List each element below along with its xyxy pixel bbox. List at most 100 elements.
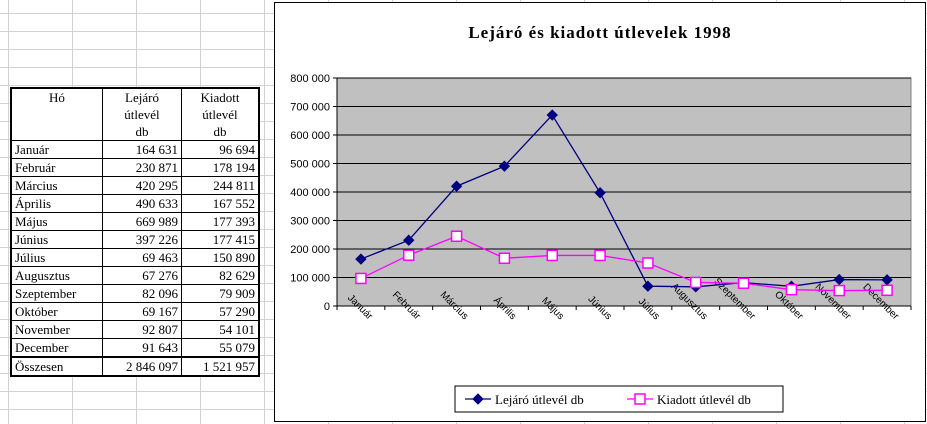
lejaro-point — [594, 187, 606, 199]
table-body: Január 164 631 96 694 Február 230 871 178 194… — [11, 140, 259, 357]
table-row: December 91 643 55 079 — [11, 338, 259, 357]
table-row: Június 397 226 177 415 — [11, 230, 259, 249]
kiadott-cell[interactable]: 150 890 — [181, 248, 259, 267]
kiadott-point — [403, 249, 415, 261]
kiadott-point — [737, 277, 750, 289]
lejaro-cell[interactable]: 91 643 — [102, 338, 182, 357]
month-cell[interactable]: Július — [11, 248, 103, 267]
kiadott-cell[interactable]: 177 415 — [181, 230, 259, 249]
y-tick-label: 400 000 — [290, 187, 330, 199]
legend-box — [454, 385, 784, 413]
table-row: Március 420 295 244 811 — [11, 176, 259, 195]
lejaro-cell[interactable]: 164 631 — [102, 140, 182, 159]
kiadott-point — [355, 272, 367, 285]
month-cell[interactable]: Október — [11, 302, 103, 321]
kiadott-cell[interactable]: 244 811 — [181, 176, 259, 195]
y-tick-label: 200 000 — [290, 244, 330, 256]
lejaro-cell[interactable]: 669 989 — [102, 212, 182, 231]
table-row: Január 164 631 96 694 — [11, 140, 259, 159]
chart-title: Lejáró és kiadott útlevelek 1998 — [468, 23, 731, 42]
kiadott-cell[interactable]: 54 101 — [181, 320, 259, 339]
lejaro-point — [355, 253, 367, 265]
header-kiadott-line2: útlevél — [202, 107, 238, 122]
month-cell[interactable]: December — [11, 338, 103, 357]
month-cell[interactable]: Június — [11, 230, 103, 249]
total-label[interactable]: Összesen — [11, 356, 103, 376]
y-tick-label: 700 000 — [290, 102, 330, 114]
table-row: Május 669 989 177 393 — [11, 212, 259, 231]
month-cell[interactable]: Február — [11, 158, 103, 177]
y-tick-label: 100 000 — [290, 273, 330, 285]
lejaro-cell[interactable]: 82 096 — [102, 284, 182, 303]
total-row: Összesen 2 846 097 1 521 957 — [11, 356, 259, 376]
header-lejaro-line2: útlevél — [124, 107, 160, 122]
kiadott-cell[interactable]: 57 290 — [181, 302, 259, 321]
lejaro-point — [450, 180, 463, 192]
table-row: Április 490 633 167 552 — [11, 194, 259, 213]
table-row: Augusztus 67 276 82 629 — [11, 266, 259, 285]
lejaro-point — [642, 280, 654, 292]
kiadott-cell[interactable]: 55 079 — [181, 338, 259, 357]
table-row: Július 69 463 150 890 — [11, 248, 259, 267]
table-row: Február 230 871 178 194 — [11, 158, 259, 177]
header-kiadott-line3: db — [213, 124, 227, 139]
lejaro-point — [498, 160, 511, 172]
y-tick-label: 500 000 — [290, 159, 330, 171]
total-lejaro[interactable]: 2 846 097 — [102, 356, 182, 376]
passport-data-table: Hó Lejáró útlevél db Kiadott útlevél db … — [10, 87, 260, 377]
lejaro-point — [403, 234, 415, 246]
header-lejaro-line3: db — [135, 124, 149, 139]
kiadott-cell[interactable]: 177 393 — [181, 212, 259, 231]
lejaro-cell[interactable]: 69 463 — [102, 248, 182, 267]
table-row: Szeptember 82 096 79 909 — [11, 284, 259, 303]
kiadott-point — [833, 284, 845, 297]
kiadott-point — [690, 276, 702, 289]
header-month[interactable]: Hó — [11, 88, 103, 141]
lejaro-cell[interactable]: 92 807 — [102, 320, 182, 339]
lejaro-cell[interactable]: 420 295 — [102, 176, 182, 195]
month-cell[interactable]: Január — [11, 140, 103, 159]
kiadott-point — [594, 249, 606, 262]
month-cell[interactable]: Április — [11, 194, 103, 213]
line-chart: Lejáró és kiadott útlevelek 1998 0 100 000… — [290, 23, 912, 413]
kiadott-series-line — [360, 235, 888, 292]
kiadott-cell[interactable]: 178 194 — [181, 158, 259, 177]
kiadott-point — [498, 252, 511, 264]
legend-label: Kiadott útlevél db — [657, 392, 751, 407]
chart-area[interactable]: Lejáró és kiadott útlevelek 1998 0 100 000… — [274, 2, 926, 422]
month-cell[interactable]: November — [11, 320, 103, 339]
legend-label: Lejáró útlevél db — [495, 392, 584, 407]
month-cell[interactable]: Szeptember — [11, 284, 103, 303]
table-row: Október 69 167 57 290 — [11, 302, 259, 321]
kiadott-point — [881, 284, 893, 297]
lejaro-point — [546, 109, 558, 121]
header-kiadott[interactable]: Kiadott útlevél db — [181, 88, 259, 141]
lejaro-point — [833, 273, 845, 286]
kiadott-point — [450, 230, 463, 242]
y-tick-label: 0 — [324, 301, 330, 313]
kiadott-cell[interactable]: 82 629 — [181, 266, 259, 285]
lejaro-cell[interactable]: 397 226 — [102, 230, 182, 249]
table-header-row: Hó Lejáró útlevél db Kiadott útlevél db — [11, 88, 259, 141]
month-cell[interactable]: Május — [11, 212, 103, 231]
kiadott-cell[interactable]: 96 694 — [181, 140, 259, 159]
lejaro-cell[interactable]: 490 633 — [102, 194, 182, 213]
y-tick-label: 800 000 — [290, 73, 330, 85]
lejaro-cell[interactable]: 230 871 — [102, 158, 182, 177]
kiadott-cell[interactable]: 79 909 — [181, 284, 259, 303]
header-lejaro[interactable]: Lejáró útlevél db — [102, 88, 182, 141]
lejaro-series-line — [360, 113, 888, 288]
month-cell[interactable]: Március — [11, 176, 103, 195]
header-kiadott-line1: Kiadott — [200, 90, 240, 105]
lejaro-cell[interactable]: 69 167 — [102, 302, 182, 321]
lejaro-cell[interactable]: 67 276 — [102, 266, 182, 285]
lejaro-point — [472, 393, 484, 405]
kiadott-point — [785, 283, 798, 296]
kiadott-cell[interactable]: 167 552 — [181, 194, 259, 213]
kiadott-point — [546, 249, 558, 262]
table-row: November 92 807 54 101 — [11, 320, 259, 339]
month-cell[interactable]: Augusztus — [11, 266, 103, 285]
header-lejaro-line1: Lejáró — [125, 90, 159, 105]
total-kiadott[interactable]: 1 521 957 — [181, 356, 259, 376]
kiadott-point — [634, 393, 646, 405]
